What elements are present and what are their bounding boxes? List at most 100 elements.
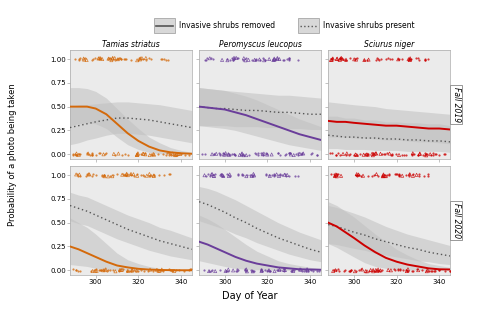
Point	[352, 269, 360, 274]
Point	[402, 152, 410, 157]
Point	[220, 174, 228, 179]
Point	[100, 268, 108, 273]
Point	[126, 172, 134, 177]
Point	[122, 172, 130, 177]
Point	[167, 267, 175, 272]
Point	[242, 269, 250, 274]
Point	[297, 267, 305, 272]
Point	[71, 152, 79, 157]
Point	[406, 57, 414, 62]
Point	[409, 173, 417, 178]
Point	[424, 174, 432, 179]
Point	[211, 171, 219, 176]
Point	[218, 173, 226, 178]
Point	[150, 172, 158, 177]
Point	[258, 269, 266, 273]
Point	[315, 268, 323, 273]
Point	[108, 55, 116, 60]
Point	[84, 151, 92, 156]
Point	[121, 57, 129, 61]
Point	[240, 152, 248, 157]
Point	[128, 268, 136, 273]
Point	[258, 152, 266, 157]
Point	[332, 153, 340, 158]
Point	[396, 267, 404, 272]
Point	[331, 174, 339, 179]
Point	[430, 268, 438, 273]
Point	[134, 152, 142, 157]
Point	[130, 172, 138, 177]
Point	[446, 268, 454, 273]
Point	[261, 267, 269, 272]
Point	[280, 267, 288, 272]
Point	[440, 152, 448, 157]
Point	[218, 173, 226, 178]
Point	[260, 58, 268, 63]
Point	[241, 267, 249, 272]
Point	[130, 173, 138, 178]
Point	[200, 268, 208, 273]
Point	[266, 268, 274, 273]
Point	[204, 172, 212, 177]
Point	[250, 174, 258, 179]
Point	[390, 267, 398, 272]
Point	[330, 171, 338, 176]
Point	[259, 55, 267, 60]
Point	[89, 172, 97, 177]
Point	[368, 151, 376, 156]
Point	[390, 172, 398, 177]
Point	[72, 151, 80, 156]
Point	[391, 268, 399, 273]
Point	[290, 267, 298, 272]
Point	[86, 172, 94, 177]
Point	[300, 269, 308, 273]
Point	[76, 174, 84, 179]
Point	[334, 151, 342, 156]
Point	[283, 172, 291, 177]
Point	[98, 174, 106, 179]
Point	[346, 269, 354, 274]
Point	[285, 174, 293, 179]
Point	[413, 267, 421, 272]
Point	[386, 57, 394, 61]
Point	[262, 171, 270, 176]
Point	[80, 57, 88, 62]
Point	[388, 151, 396, 156]
Point	[134, 269, 142, 274]
Point	[88, 152, 96, 157]
Point	[150, 152, 158, 157]
Point	[256, 151, 264, 156]
Point	[217, 172, 225, 177]
Point	[421, 152, 429, 157]
Point	[92, 269, 100, 273]
Point	[280, 171, 288, 176]
Point	[248, 174, 256, 179]
Point	[200, 173, 208, 178]
Point	[75, 56, 83, 61]
Point	[268, 152, 276, 157]
Point	[158, 267, 166, 272]
Point	[128, 268, 136, 273]
Point	[98, 172, 106, 177]
Point	[409, 172, 417, 177]
Point	[128, 268, 136, 273]
Point	[346, 268, 354, 273]
Point	[383, 172, 391, 177]
Point	[328, 57, 336, 62]
Point	[365, 269, 373, 274]
Point	[144, 269, 152, 273]
Point	[146, 153, 154, 158]
Point	[74, 269, 82, 273]
Point	[396, 267, 404, 272]
Point	[378, 173, 386, 178]
Point	[268, 173, 276, 178]
Point	[98, 57, 106, 61]
Point	[230, 58, 237, 63]
Point	[350, 57, 358, 62]
Point	[187, 267, 195, 272]
Point	[246, 172, 254, 177]
Point	[392, 152, 400, 157]
Point	[92, 172, 100, 177]
Point	[137, 151, 145, 156]
Point	[393, 171, 401, 176]
